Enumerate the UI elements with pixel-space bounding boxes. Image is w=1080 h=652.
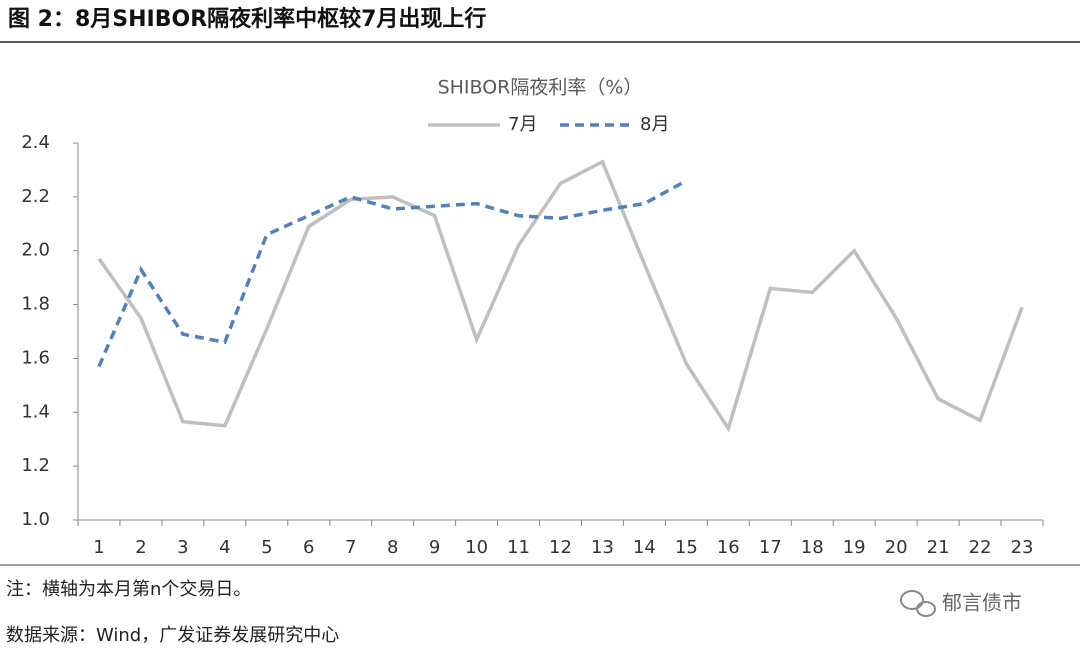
legend-label: 7月 xyxy=(508,114,537,135)
x-tick-label: 19 xyxy=(843,537,866,558)
line-series xyxy=(97,179,688,368)
y-tick-label: 2.4 xyxy=(21,132,50,153)
x-tick-label: 22 xyxy=(969,537,992,558)
chart-title: SHIBOR隔夜利率（%） xyxy=(438,77,643,99)
x-tick-label: 1 xyxy=(93,537,104,558)
y-tick-label: 2.2 xyxy=(21,186,50,207)
x-tick-label: 6 xyxy=(303,537,314,558)
y-tick-label: 2.0 xyxy=(21,240,50,261)
x-tick-label: 15 xyxy=(675,537,698,558)
legend-label: 8月 xyxy=(640,114,669,135)
y-tick-label: 1.6 xyxy=(21,347,50,368)
x-tick-label: 18 xyxy=(801,537,824,558)
x-tick-label: 16 xyxy=(717,537,740,558)
x-tick-label: 3 xyxy=(177,537,188,558)
x-tick-label: 5 xyxy=(261,537,272,558)
note: 注：横轴为本月第n个交易日。 xyxy=(6,579,251,600)
x-tick-label: 23 xyxy=(1011,537,1034,558)
x-tick-label: 2 xyxy=(135,537,146,558)
x-tick-label: 8 xyxy=(387,537,398,558)
y-tick-label: 1.0 xyxy=(21,509,50,530)
x-tick-label: 10 xyxy=(465,537,488,558)
y-tick-label: 1.8 xyxy=(21,294,50,315)
figure-title: 图 2：8月SHIBOR隔夜利率中枢较7月出现上行 xyxy=(8,6,486,32)
x-tick-label: 12 xyxy=(549,537,572,558)
x-tick-label: 4 xyxy=(219,537,230,558)
x-tick-label: 17 xyxy=(759,537,782,558)
y-tick-label: 1.4 xyxy=(21,401,50,422)
x-tick-label: 13 xyxy=(591,537,614,558)
source: 数据来源：Wind，广发证券发展研究中心 xyxy=(6,625,339,646)
watermark-icon xyxy=(900,590,936,617)
x-tick-label: 20 xyxy=(885,537,908,558)
x-tick-label: 9 xyxy=(429,537,440,558)
y-tick-label: 1.2 xyxy=(21,455,50,476)
x-tick-label: 7 xyxy=(345,537,356,558)
x-tick-label: 14 xyxy=(633,537,656,558)
watermark: 郁言债市 xyxy=(942,591,1022,615)
x-tick-label: 11 xyxy=(507,537,530,558)
line-series xyxy=(97,159,1024,433)
x-tick-label: 21 xyxy=(927,537,950,558)
